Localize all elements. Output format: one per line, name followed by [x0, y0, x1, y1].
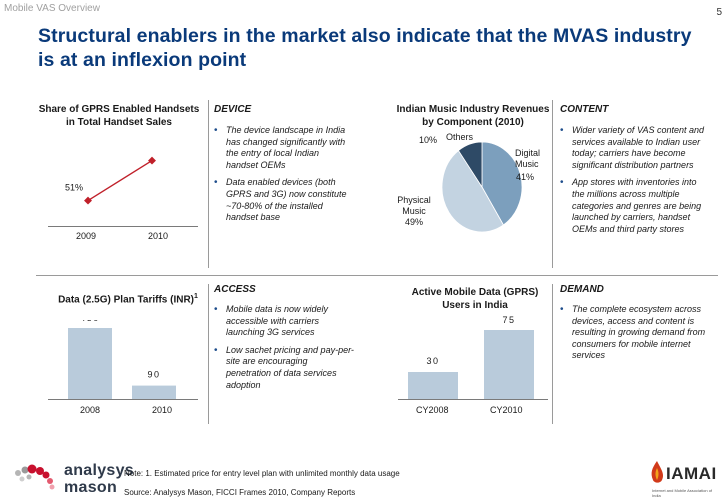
divider [208, 284, 209, 424]
divider [552, 100, 553, 268]
x-tick-label: 2010 [152, 405, 173, 415]
tariffs-chart-title: Data (2.5G) Plan Tariffs (INR)1 [48, 290, 208, 306]
digital-pct-label: 41% [516, 172, 535, 182]
flame-icon [651, 461, 664, 483]
others-label: Others [446, 132, 474, 142]
x-tick-label: CY2010 [490, 405, 523, 415]
access-heading: ACCESS [214, 284, 256, 295]
x-axis [398, 399, 548, 400]
logo-line: mason [64, 479, 118, 496]
label-line: Physical [397, 195, 431, 205]
access-bullet-list: Mobile data is now widely accessible wit… [214, 304, 354, 397]
active-users-bar-chart: 30 75 [408, 316, 534, 400]
active-users-chart-title: Active Mobile Data (GPRS) Users in India [411, 287, 539, 311]
section-label: Mobile VAS Overview [4, 3, 100, 14]
gprs-share-chart-title: Share of GPRS Enabled Handsets in Total … [38, 104, 200, 128]
gprs-share-line-chart: 51% 65% [65, 132, 159, 205]
music-chart-title: Indian Music Industry Revenues by Compon… [396, 104, 550, 128]
bullet-item: Data enabled devices (both GPRS and 3G) … [214, 177, 352, 223]
source-note: Source: Analysys Mason, FICCI Frames 201… [124, 488, 356, 497]
device-bullet-list: The device landscape in India has change… [214, 125, 352, 230]
bar-value-label: 30 [426, 356, 439, 366]
series-line [87, 159, 153, 202]
divider [552, 284, 553, 424]
content-heading: CONTENT [560, 104, 609, 115]
tariffs-bar-chart: 450 90 [68, 320, 176, 400]
pie-slice [457, 141, 483, 189]
page-number: 5 [716, 7, 722, 18]
x-tick-label: 2010 [148, 231, 169, 241]
bar-value-label: 75 [502, 316, 515, 325]
pie-slice [441, 150, 504, 233]
iamai-tagline: Internet and Mobile Association of India [652, 488, 713, 498]
footnote: Note: 1. Estimated price for entry level… [124, 469, 400, 478]
label-line: Digital [515, 148, 541, 158]
bar [408, 372, 458, 400]
digital-music-label: Digital Music [515, 148, 540, 170]
dots-icon [15, 464, 55, 490]
divider [208, 100, 209, 268]
x-axis [48, 226, 198, 227]
iamai-logo: IAMAI Internet and Mobile Association of… [648, 460, 718, 500]
bullet-item: The device landscape in India has change… [214, 125, 352, 171]
page-title: Structural enablers in the market also i… [38, 25, 692, 71]
logo-line: analysys [64, 462, 135, 479]
bullet-item: The complete ecosystem across devices, a… [560, 304, 710, 362]
data-label: 65% [141, 132, 159, 133]
physical-music-label: Physical Music 49% [396, 195, 432, 228]
bar-value-label: 90 [147, 370, 160, 380]
x-tick-label: 2009 [76, 231, 97, 241]
footnote-mark: 1 [194, 293, 198, 300]
bullet-item: App stores with inventories into the mil… [560, 177, 710, 235]
demand-heading: DEMAND [560, 284, 604, 295]
music-pie-chart [441, 141, 523, 233]
tariffs-title-text: Data (2.5G) Plan Tariffs (INR) [58, 294, 195, 306]
x-axis [48, 399, 198, 400]
bullet-item: Wider variety of VAS content and service… [560, 125, 710, 171]
label-line: Music [402, 206, 426, 216]
physical-pct-label: 49% [404, 217, 423, 227]
bar [68, 328, 112, 400]
iamai-name: IAMAI [666, 464, 717, 483]
x-tick-label: 2008 [80, 405, 101, 415]
bullet-item: Low sachet pricing and pay-per-site are … [214, 345, 354, 391]
label-line: Music [515, 159, 539, 169]
content-bullet-list: Wider variety of VAS content and service… [560, 125, 710, 241]
data-label: 51% [65, 183, 83, 193]
analysys-mason-logo: analysys mason [12, 457, 134, 501]
others-pct-label: 10% [419, 135, 438, 145]
x-tick-label: CY2008 [416, 405, 449, 415]
data-point [148, 156, 156, 165]
device-heading: DEVICE [214, 104, 252, 115]
bullet-item: Mobile data is now widely accessible wit… [214, 304, 354, 339]
bar-value-label: 450 [80, 320, 100, 323]
divider [36, 275, 718, 276]
bar [132, 385, 176, 400]
data-point [84, 196, 92, 205]
demand-bullet-list: The complete ecosystem across devices, a… [560, 304, 710, 368]
bar [484, 330, 534, 400]
